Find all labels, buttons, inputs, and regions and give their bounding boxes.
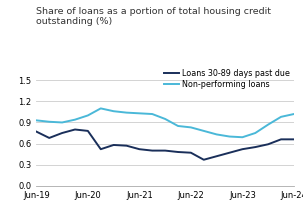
Text: Share of loans as a portion of total housing credit
outstanding (%): Share of loans as a portion of total hou… — [36, 6, 271, 26]
Legend: Loans 30-89 days past due, Non-performing loans: Loans 30-89 days past due, Non-performin… — [164, 69, 290, 89]
